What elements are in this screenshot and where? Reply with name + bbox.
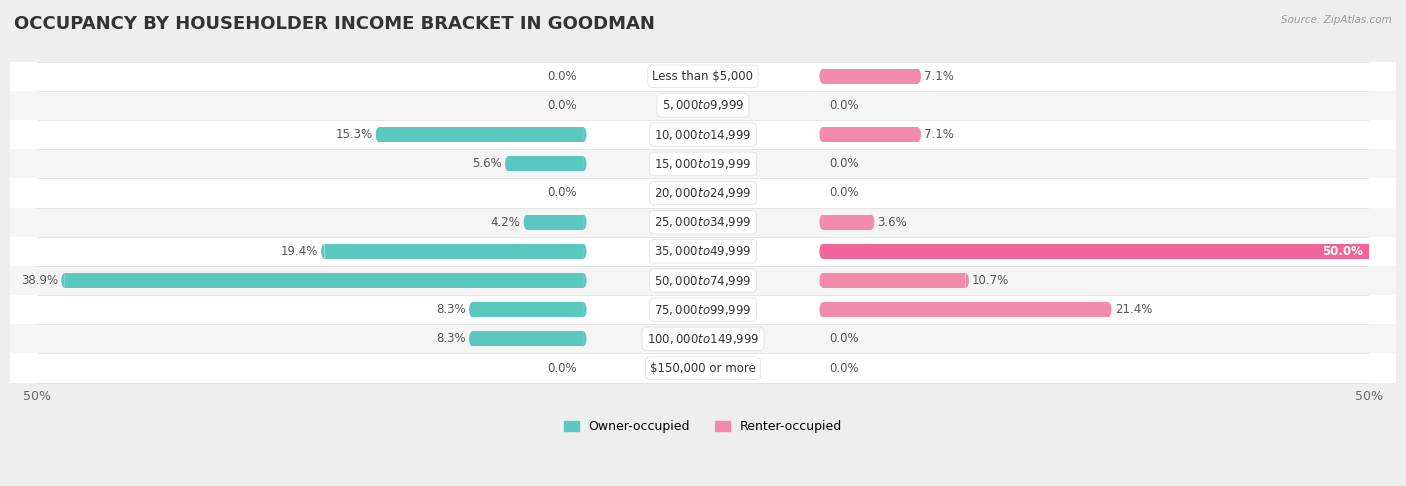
- Text: $15,000 to $19,999: $15,000 to $19,999: [654, 157, 752, 171]
- Text: Less than $5,000: Less than $5,000: [652, 70, 754, 83]
- Bar: [10, 91, 1396, 120]
- Text: 21.4%: 21.4%: [1115, 303, 1152, 316]
- Wedge shape: [820, 302, 823, 317]
- Text: 3.6%: 3.6%: [877, 216, 907, 229]
- Text: $35,000 to $49,999: $35,000 to $49,999: [654, 244, 752, 259]
- Text: 7.1%: 7.1%: [924, 70, 955, 83]
- Text: 10.7%: 10.7%: [972, 274, 1010, 287]
- Text: 38.9%: 38.9%: [21, 274, 58, 287]
- Bar: [823, 302, 1108, 317]
- Text: 8.3%: 8.3%: [436, 332, 465, 346]
- Wedge shape: [870, 215, 875, 230]
- Text: 0.0%: 0.0%: [830, 157, 859, 170]
- Wedge shape: [583, 244, 586, 259]
- Bar: [10, 120, 1396, 149]
- Legend: Owner-occupied, Renter-occupied: Owner-occupied, Renter-occupied: [558, 415, 848, 438]
- Wedge shape: [918, 127, 921, 142]
- Text: $10,000 to $14,999: $10,000 to $14,999: [654, 128, 752, 141]
- Wedge shape: [583, 127, 586, 142]
- Wedge shape: [321, 244, 325, 259]
- Wedge shape: [375, 127, 380, 142]
- Text: 8.3%: 8.3%: [436, 303, 465, 316]
- Text: 0.0%: 0.0%: [830, 187, 859, 199]
- Bar: [823, 215, 870, 230]
- Wedge shape: [820, 244, 823, 259]
- Text: OCCUPANCY BY HOUSEHOLDER INCOME BRACKET IN GOODMAN: OCCUPANCY BY HOUSEHOLDER INCOME BRACKET …: [14, 15, 655, 33]
- Wedge shape: [820, 215, 823, 230]
- Text: 0.0%: 0.0%: [547, 70, 576, 83]
- Text: 19.4%: 19.4%: [281, 245, 318, 258]
- Bar: [509, 156, 583, 172]
- Wedge shape: [62, 273, 65, 288]
- Text: $5,000 to $9,999: $5,000 to $9,999: [662, 99, 744, 112]
- Wedge shape: [1108, 302, 1112, 317]
- Text: 0.0%: 0.0%: [547, 187, 576, 199]
- Bar: [10, 324, 1396, 353]
- Text: 50.0%: 50.0%: [1322, 245, 1362, 258]
- Bar: [10, 149, 1396, 178]
- Bar: [10, 353, 1396, 382]
- Text: 0.0%: 0.0%: [830, 332, 859, 346]
- Bar: [10, 178, 1396, 208]
- Text: 0.0%: 0.0%: [830, 99, 859, 112]
- Wedge shape: [820, 127, 823, 142]
- Bar: [823, 244, 1406, 259]
- Wedge shape: [583, 331, 586, 347]
- Wedge shape: [583, 273, 586, 288]
- Bar: [10, 295, 1396, 324]
- Bar: [823, 127, 918, 142]
- Text: $100,000 to $149,999: $100,000 to $149,999: [647, 332, 759, 346]
- Bar: [380, 127, 583, 142]
- Wedge shape: [918, 69, 921, 84]
- Bar: [527, 215, 583, 230]
- Wedge shape: [523, 215, 527, 230]
- Wedge shape: [470, 302, 472, 317]
- Bar: [10, 266, 1396, 295]
- Bar: [823, 69, 918, 84]
- Text: $75,000 to $99,999: $75,000 to $99,999: [654, 303, 752, 317]
- Text: 4.2%: 4.2%: [491, 216, 520, 229]
- Wedge shape: [470, 331, 472, 347]
- Bar: [10, 208, 1396, 237]
- Text: $20,000 to $24,999: $20,000 to $24,999: [654, 186, 752, 200]
- Wedge shape: [820, 273, 823, 288]
- Bar: [65, 273, 583, 288]
- Text: 7.1%: 7.1%: [924, 128, 955, 141]
- Bar: [325, 244, 583, 259]
- Bar: [823, 273, 966, 288]
- Wedge shape: [583, 156, 586, 172]
- Text: 0.0%: 0.0%: [830, 362, 859, 375]
- Wedge shape: [505, 156, 509, 172]
- Text: 0.0%: 0.0%: [547, 362, 576, 375]
- Text: 5.6%: 5.6%: [472, 157, 502, 170]
- Bar: [472, 331, 583, 347]
- Text: 15.3%: 15.3%: [336, 128, 373, 141]
- Wedge shape: [966, 273, 969, 288]
- Text: Source: ZipAtlas.com: Source: ZipAtlas.com: [1281, 15, 1392, 25]
- Text: $50,000 to $74,999: $50,000 to $74,999: [654, 274, 752, 288]
- Bar: [10, 237, 1396, 266]
- Text: $25,000 to $34,999: $25,000 to $34,999: [654, 215, 752, 229]
- Wedge shape: [820, 69, 823, 84]
- Text: 0.0%: 0.0%: [547, 99, 576, 112]
- Wedge shape: [583, 302, 586, 317]
- Wedge shape: [583, 215, 586, 230]
- Text: $150,000 or more: $150,000 or more: [650, 362, 756, 375]
- Bar: [472, 302, 583, 317]
- Bar: [10, 62, 1396, 91]
